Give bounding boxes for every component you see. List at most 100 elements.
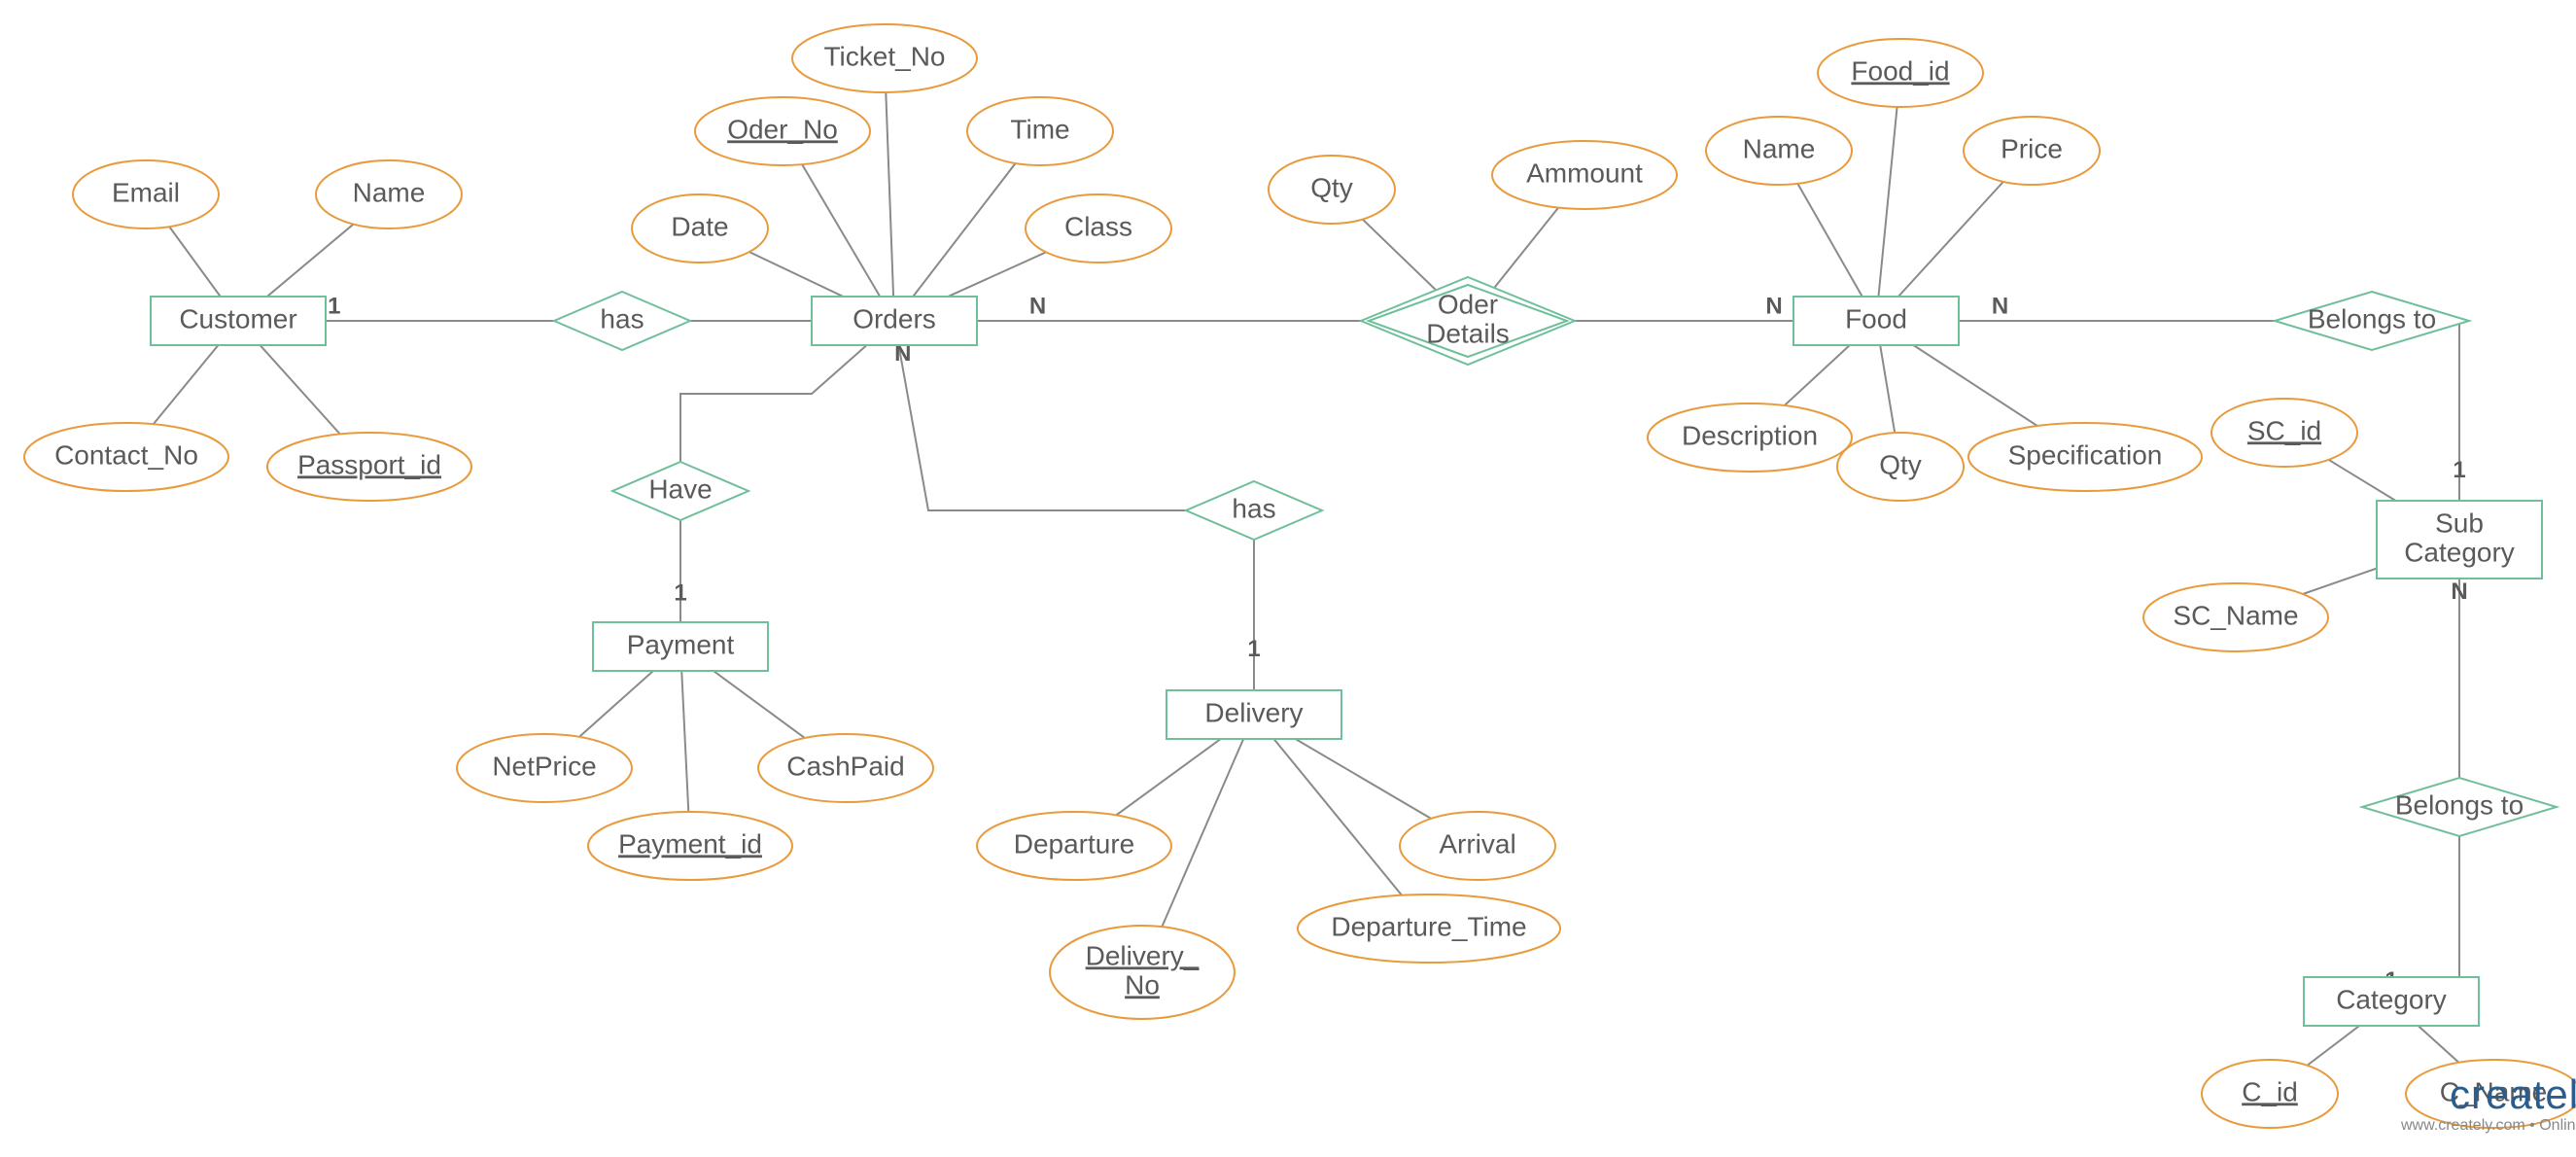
scname: SC_Name xyxy=(2143,583,2328,651)
scid-label: SC_id xyxy=(2247,415,2321,445)
ticket: Ticket_No xyxy=(792,24,977,92)
er-diagram: 1NNNN1N111N1CustomerOrdersPaymentDeliver… xyxy=(0,0,2576,1157)
svg-text:creately: creately xyxy=(2450,1071,2576,1117)
passport-label: Passport_id xyxy=(297,449,441,479)
edge xyxy=(2391,807,2459,1001)
subcategory-label: Sub xyxy=(2435,508,2484,538)
nodes: CustomerOrdersPaymentDeliveryFoodSubCate… xyxy=(24,24,2576,1128)
category-label: Category xyxy=(2336,984,2447,1014)
arrival: Arrival xyxy=(1400,812,1555,880)
orders: Orders xyxy=(812,297,977,345)
arrival-label: Arrival xyxy=(1439,828,1515,859)
deliveryno: Delivery_No xyxy=(1050,926,1235,1019)
cashpaid-label: CashPaid xyxy=(786,751,904,781)
class-label: Class xyxy=(1064,211,1132,241)
payment-label: Payment xyxy=(627,629,735,659)
deliveryno-label: Delivery_ xyxy=(1086,940,1200,970)
desc-label: Description xyxy=(1682,420,1818,450)
qty_f-label: Qty xyxy=(1879,449,1922,479)
deptime: Departure_Time xyxy=(1298,894,1560,963)
customer-label: Customer xyxy=(179,303,296,333)
class: Class xyxy=(1026,194,1171,263)
name_c: Name xyxy=(316,160,462,228)
spec-label: Specification xyxy=(2008,439,2163,470)
cashpaid: CashPaid xyxy=(758,734,933,802)
cardinality: N xyxy=(1992,293,2008,319)
oderno-label: Oder_No xyxy=(727,114,838,144)
price: Price xyxy=(1964,117,2100,185)
cardinality: N xyxy=(1029,293,1046,319)
foodid: Food_id xyxy=(1818,39,1983,107)
netprice: NetPrice xyxy=(457,734,632,802)
food-label: Food xyxy=(1845,303,1907,333)
oderdetails-label: Details xyxy=(1426,318,1510,348)
oderdetails: OderDetails xyxy=(1361,277,1575,365)
have: Have xyxy=(612,462,748,520)
subcategory-label: Category xyxy=(2404,537,2515,567)
price-label: Price xyxy=(2001,133,2063,163)
svg-text:www.creately.com • Online Diag: www.creately.com • Online Diagramming xyxy=(2400,1117,2576,1134)
cardinality: 1 xyxy=(328,293,340,319)
departure-label: Departure xyxy=(1014,828,1135,859)
passport: Passport_id xyxy=(267,433,471,501)
paymentid: Payment_id xyxy=(588,812,792,880)
food: Food xyxy=(1793,297,1959,345)
qty_f: Qty xyxy=(1837,433,1964,501)
contact: Contact_No xyxy=(24,423,228,491)
customer: Customer xyxy=(151,297,326,345)
belongs2: Belongs to xyxy=(2362,778,2557,836)
ammount: Ammount xyxy=(1492,141,1677,209)
qty_od-label: Qty xyxy=(1310,172,1353,202)
cardinality: 1 xyxy=(674,579,686,606)
belongs2-label: Belongs to xyxy=(2395,789,2524,820)
cid-label: C_id xyxy=(2242,1076,2298,1106)
name_c-label: Name xyxy=(353,177,426,207)
have-label: Have xyxy=(648,473,712,504)
orders-label: Orders xyxy=(853,303,936,333)
time: Time xyxy=(967,97,1113,165)
edge xyxy=(885,58,894,321)
has1: has xyxy=(554,292,690,350)
deptime-label: Departure_Time xyxy=(1331,911,1526,941)
name_f: Name xyxy=(1706,117,1852,185)
oderdetails-label: Oder xyxy=(1438,289,1498,319)
departure: Departure xyxy=(977,812,1171,880)
paymentid-label: Payment_id xyxy=(618,828,762,859)
ammount-label: Ammount xyxy=(1526,158,1643,188)
delivery-label: Delivery xyxy=(1204,697,1303,727)
foodid-label: Food_id xyxy=(1851,55,1949,86)
has2-label: has xyxy=(1232,493,1275,523)
qty_od: Qty xyxy=(1269,156,1395,224)
category: Category xyxy=(2304,977,2479,1026)
cardinality: 1 xyxy=(2453,457,2465,483)
edge xyxy=(680,321,894,491)
cardinality: N xyxy=(2451,578,2467,605)
cid: C_id xyxy=(2202,1060,2338,1128)
cardinality: N xyxy=(1765,293,1782,319)
deliveryno-label: No xyxy=(1125,969,1160,999)
name_f-label: Name xyxy=(1743,133,1816,163)
edge xyxy=(894,321,1254,510)
desc: Description xyxy=(1648,403,1852,472)
belongs1-label: Belongs to xyxy=(2308,303,2436,333)
has1-label: has xyxy=(600,303,644,333)
ticket-label: Ticket_No xyxy=(823,41,945,71)
scname-label: SC_Name xyxy=(2173,600,2298,630)
cardinality: 1 xyxy=(1247,636,1260,662)
spec: Specification xyxy=(1968,423,2202,491)
time-label: Time xyxy=(1010,114,1069,144)
oderno: Oder_No xyxy=(695,97,870,165)
payment: Payment xyxy=(593,622,768,671)
date-label: Date xyxy=(671,211,728,241)
scid: SC_id xyxy=(2211,399,2357,467)
belongs1: Belongs to xyxy=(2275,292,2469,350)
contact-label: Contact_No xyxy=(54,439,198,470)
edge xyxy=(1876,73,1900,321)
email-label: Email xyxy=(112,177,180,207)
delivery: Delivery xyxy=(1166,690,1341,739)
email: Email xyxy=(73,160,219,228)
has2: has xyxy=(1186,481,1322,540)
date: Date xyxy=(632,194,768,263)
netprice-label: NetPrice xyxy=(492,751,596,781)
subcategory: SubCategory xyxy=(2377,501,2542,578)
